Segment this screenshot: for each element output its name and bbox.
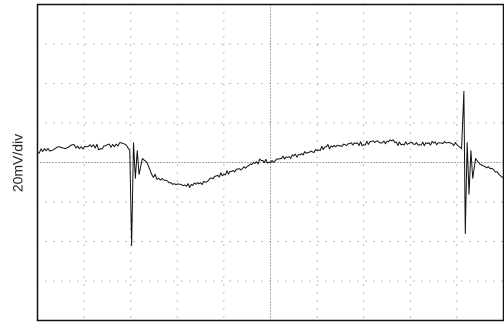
graticule — [37, 4, 504, 321]
signal-trace — [37, 90, 504, 246]
y-axis-label: 20mV/div — [10, 134, 26, 192]
trace-layer — [37, 90, 504, 246]
